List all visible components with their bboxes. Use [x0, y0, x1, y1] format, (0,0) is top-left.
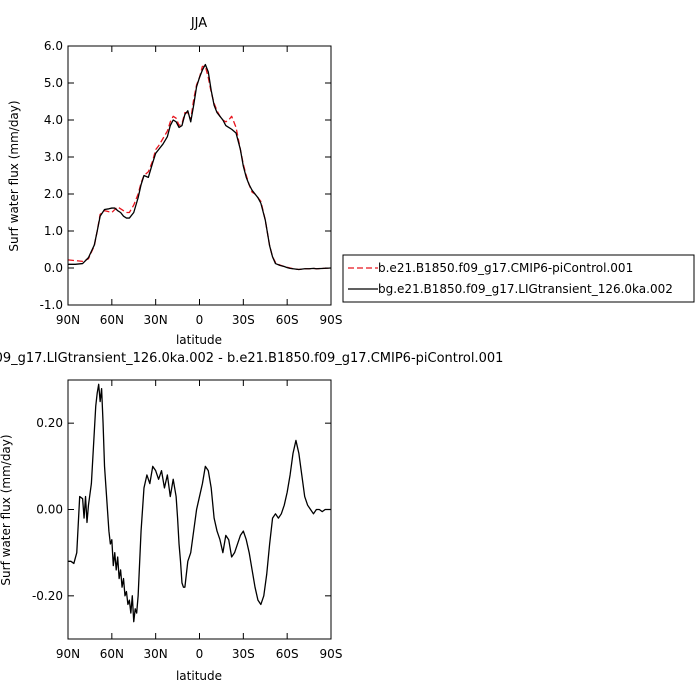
top-series-line-b-e21-b1850-f09-g17-cmip6-picontrol-001 — [67, 65, 332, 271]
legend-label-ligtransient: bg.e21.B1850.f09_g17.LIGtransient_126.0k… — [378, 282, 673, 296]
top-x-tick-label: 60N — [100, 313, 124, 327]
bottom-x-ticks: 90N 60N 30N 0 30S 60S 90S — [56, 380, 343, 661]
top-y-ticks: -1.0 0.0 1.0 2.0 3.0 4.0 5.0 6.0 — [40, 39, 331, 312]
bottom-x-tick-label: 90N — [56, 647, 80, 661]
bottom-y-axis-label: Surf water flux (mm/day) — [0, 434, 13, 585]
top-series-line-bg-e21-b1850-f09-g17-ligtransient-126-0ka-002 — [68, 63, 332, 271]
bottom-x-tick-label: 0 — [196, 647, 204, 661]
bottom-x-tick-label: 60N — [100, 647, 124, 661]
bottom-x-axis-label: latitude — [176, 669, 222, 683]
top-x-tick-label: 0 — [196, 313, 204, 327]
top-series-lines — [67, 63, 332, 271]
top-plot-frame — [67, 45, 332, 306]
bottom-x-tick-label: 60S — [276, 647, 299, 661]
top-panel: JJA -1.0 0.0 1.0 2.0 3.0 4.0 5.0 6.0 90N 60N 30N 0… — [7, 16, 342, 347]
top-y-axis-label: Surf water flux (mm/day) — [7, 100, 21, 251]
bottom-series-lines — [68, 383, 331, 623]
bottom-title: bg.e21.B1850.f09_g17.LIGtransient_126.0k… — [0, 351, 503, 366]
top-y-tick-label: 2.0 — [44, 187, 63, 201]
top-y-tick-label: 4.0 — [44, 113, 63, 127]
bottom-x-tick-label: 30N — [144, 647, 168, 661]
top-x-tick-label: 30N — [144, 313, 168, 327]
top-y-tick-label: 6.0 — [44, 39, 63, 53]
bottom-y-tick-label: 0.20 — [36, 416, 63, 430]
bottom-x-tick-label: 30S — [232, 647, 255, 661]
legend: b.e21.B1850.f09_g17.CMIP6-piControl.001 … — [342, 254, 695, 303]
top-title: JJA — [190, 16, 207, 31]
top-x-tick-label: 90S — [320, 313, 343, 327]
top-y-tick-label: 1.0 — [44, 224, 63, 238]
legend-box — [342, 254, 695, 303]
top-y-tick-label: 0.0 — [44, 261, 63, 275]
bottom-y-ticks: -0.20 0.00 0.20 — [32, 416, 331, 603]
bottom-y-tick-label: 0.00 — [36, 503, 63, 517]
top-y-tick-label: -1.0 — [40, 298, 63, 312]
top-x-tick-label: 30S — [232, 313, 255, 327]
top-y-tick-label: 5.0 — [44, 76, 63, 90]
top-x-tick-label: 60S — [276, 313, 299, 327]
top-x-tick-label: 90N — [56, 313, 80, 327]
bottom-x-tick-label: 90S — [320, 647, 343, 661]
bottom-series-line-difference — [68, 383, 331, 623]
top-x-axis-label: latitude — [176, 333, 222, 347]
legend-label-picontrol: b.e21.B1850.f09_g17.CMIP6-piControl.001 — [378, 261, 633, 275]
bottom-y-tick-label: -0.20 — [32, 589, 63, 603]
top-x-ticks: 90N 60N 30N 0 30S 60S 90S — [56, 46, 343, 327]
bottom-panel: bg.e21.B1850.f09_g17.LIGtransient_126.0k… — [0, 351, 503, 683]
top-y-tick-label: 3.0 — [44, 150, 63, 164]
